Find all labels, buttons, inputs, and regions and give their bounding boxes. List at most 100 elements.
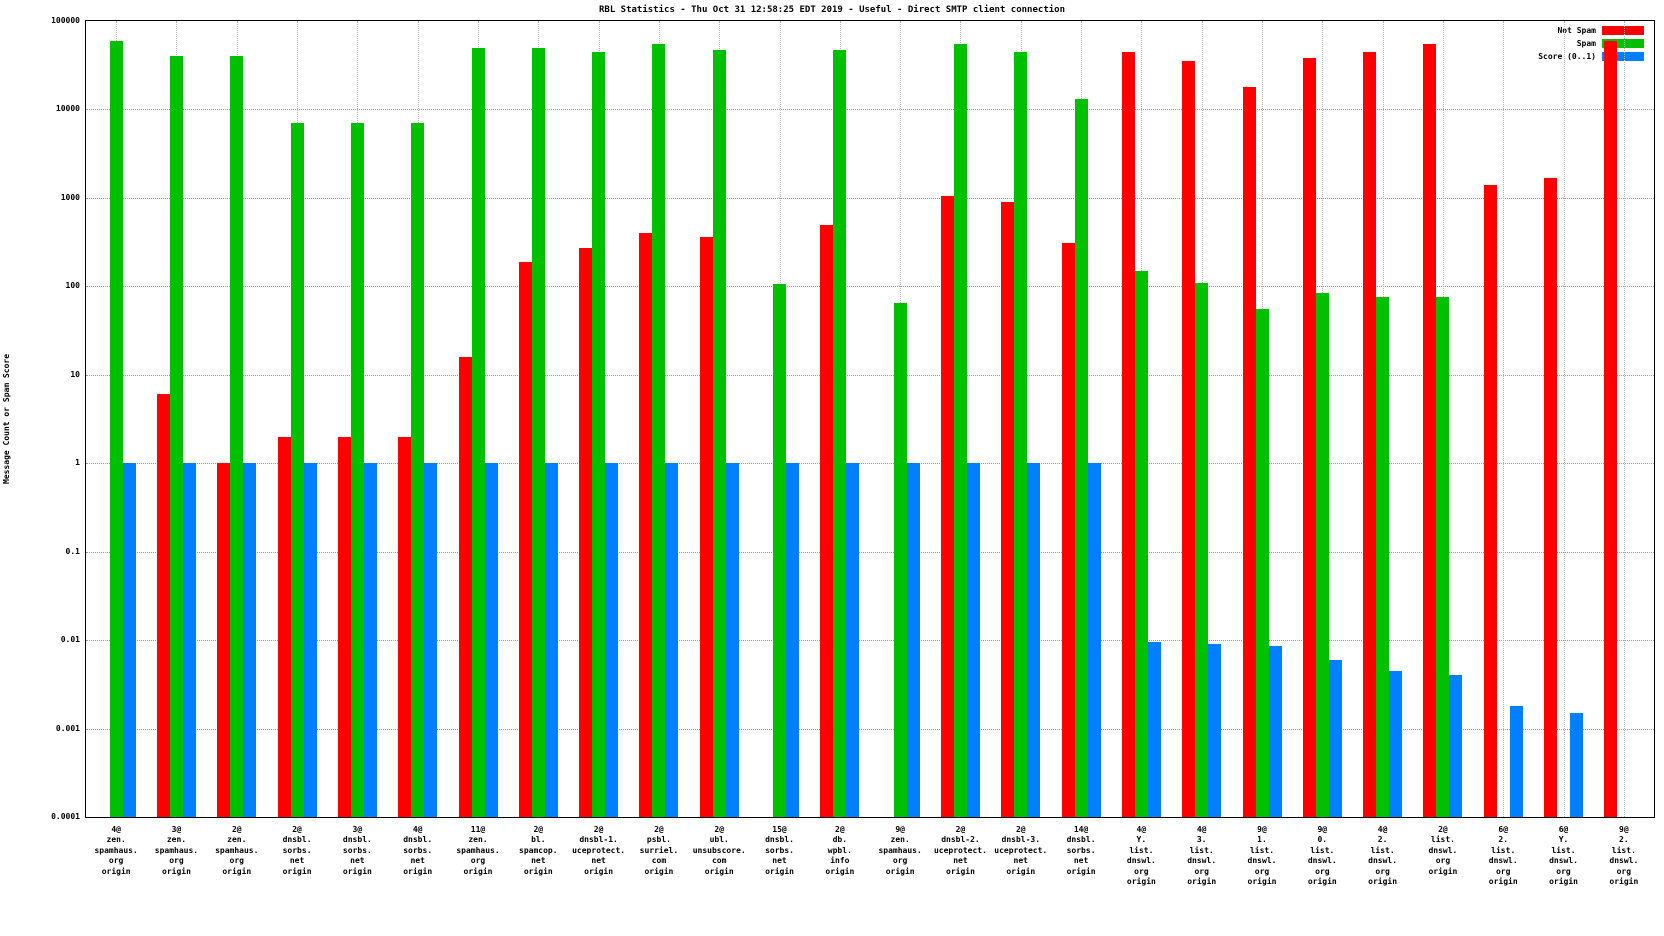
x-tick-label: 6@ 2. list. dnswl. org origin bbox=[1488, 825, 1518, 886]
x-tick-label: 4@ 2. list. dnswl. org origin bbox=[1368, 825, 1398, 886]
bar-spam bbox=[1436, 297, 1450, 817]
bar-spam bbox=[833, 50, 847, 817]
bar-spam bbox=[531, 47, 545, 817]
bar-not-spam bbox=[1483, 184, 1497, 817]
bar-score-0-1- bbox=[846, 463, 860, 817]
bar-score-0-1- bbox=[243, 463, 257, 817]
bar-score-0-1- bbox=[424, 463, 438, 817]
bar-not-spam bbox=[458, 356, 472, 817]
bar-not-spam bbox=[820, 224, 834, 817]
bar-score-0-1- bbox=[605, 463, 619, 817]
bar-not-spam bbox=[337, 436, 351, 817]
bar-spam bbox=[953, 43, 967, 817]
bar-score-0-1- bbox=[1509, 705, 1523, 817]
bar-spam bbox=[712, 50, 726, 817]
bar-not-spam bbox=[1604, 40, 1618, 817]
bar-score-0-1- bbox=[544, 463, 558, 817]
bar-spam bbox=[893, 302, 907, 817]
bar-score-0-1- bbox=[1027, 463, 1041, 817]
chart-title: RBL Statistics - Thu Oct 31 12:58:25 EDT… bbox=[599, 5, 1065, 15]
bar-spam bbox=[1134, 270, 1148, 817]
legend-item-not-spam: Not Spam bbox=[1538, 26, 1644, 35]
bar-score-0-1- bbox=[122, 463, 136, 817]
legend-label-not-spam: Not Spam bbox=[1557, 26, 1596, 35]
bar-spam bbox=[1014, 51, 1028, 817]
bar-score-0-1- bbox=[1328, 659, 1342, 817]
x-tick-label: 2@ db. wpbl. info origin bbox=[825, 825, 855, 876]
bar-spam bbox=[169, 56, 183, 817]
bar-score-0-1- bbox=[182, 463, 196, 817]
gridline-horizontal bbox=[86, 374, 1654, 376]
gridline-horizontal bbox=[86, 197, 1654, 199]
bar-spam bbox=[109, 40, 123, 817]
bar-not-spam bbox=[1001, 201, 1015, 817]
plot-area: Not Spam Spam Score (0..1) 100000 10000 10… bbox=[51, 16, 1655, 886]
x-tick-label: 15@ dnsbl. sorbs. net origin bbox=[765, 825, 794, 876]
bar-not-spam bbox=[1302, 58, 1316, 817]
bar-score-0-1- bbox=[484, 463, 498, 817]
bar-not-spam bbox=[639, 233, 653, 817]
gridline-vertical bbox=[1623, 21, 1625, 817]
x-tick-label: 4@ Y. list. dnswl. org origin bbox=[1126, 825, 1156, 886]
gridline-vertical bbox=[1563, 21, 1565, 817]
gridline-vertical bbox=[1503, 21, 1505, 817]
bar-not-spam bbox=[940, 196, 954, 817]
gridline-horizontal bbox=[86, 728, 1654, 730]
y-tick-label: 0.0001 bbox=[51, 812, 80, 821]
bar-score-0-1- bbox=[966, 463, 980, 817]
bar-spam bbox=[411, 123, 425, 817]
bar-spam bbox=[471, 47, 485, 817]
legend-label-spam: Spam bbox=[1576, 39, 1596, 48]
bar-not-spam bbox=[1121, 51, 1135, 817]
x-tick-label: 2@ dnsbl-3. uceprotect. net origin bbox=[994, 825, 1048, 876]
bar-not-spam bbox=[699, 237, 713, 817]
x-tick-label: 9@ 1. list. dnswl. org origin bbox=[1247, 825, 1277, 886]
x-tick-label: 2@ dnsbl. sorbs. net origin bbox=[282, 825, 312, 876]
y-tick-label: 1 bbox=[75, 458, 80, 468]
x-tick-label: 4@ 3. list. dnswl. org origin bbox=[1187, 825, 1217, 886]
bar-score-0-1- bbox=[363, 463, 377, 817]
bar-not-spam bbox=[217, 463, 231, 817]
y-tick-label: 100 bbox=[65, 281, 80, 291]
bar-score-0-1- bbox=[665, 463, 679, 817]
legend: Not Spam Spam Score (0..1) bbox=[1538, 26, 1644, 65]
bar-not-spam bbox=[518, 261, 532, 817]
bar-score-0-1- bbox=[725, 463, 739, 817]
x-tick-label: 2@ dnsbl-1. uceprotect. net origin bbox=[572, 825, 626, 876]
bar-spam bbox=[1074, 99, 1088, 817]
gridline-horizontal bbox=[86, 463, 1654, 465]
bar-not-spam bbox=[277, 436, 291, 817]
x-tick-label: 2@ list. dnswl. org origin bbox=[1428, 825, 1458, 876]
legend-item-score: Score (0..1) bbox=[1538, 52, 1644, 61]
bar-spam bbox=[1195, 282, 1209, 817]
bar-score-0-1- bbox=[906, 463, 920, 817]
bar-not-spam bbox=[1242, 86, 1256, 817]
y-tick-label: 1000 bbox=[60, 192, 80, 202]
x-tick-label: 4@ dnsbl. sorbs. net origin bbox=[403, 825, 433, 876]
x-tick-label: 2@ dnsbl-2. uceprotect. net origin bbox=[933, 825, 987, 876]
bar-score-0-1- bbox=[786, 463, 800, 817]
x-tick-label: 3@ dnsbl. sorbs. net origin bbox=[342, 825, 372, 876]
y-tick-label: 0.001 bbox=[55, 723, 80, 733]
legend-swatch-score bbox=[1602, 52, 1644, 61]
bar-score-0-1- bbox=[303, 463, 317, 817]
bar-not-spam bbox=[1423, 43, 1437, 817]
gridline-horizontal bbox=[86, 551, 1654, 553]
x-tick-label: 3@ zen. spamhaus. org origin bbox=[154, 825, 199, 876]
y-tick-label: 10 bbox=[70, 369, 80, 379]
gridline-horizontal bbox=[86, 109, 1654, 111]
bar-score-0-1- bbox=[1147, 642, 1161, 817]
bar-score-0-1- bbox=[1389, 670, 1403, 817]
x-tick-label: 2@ zen. spamhaus. org origin bbox=[215, 825, 259, 876]
bar-spam bbox=[290, 123, 304, 817]
bar-score-0-1- bbox=[1570, 712, 1584, 817]
x-tick-label: 2@ psbl. surriel. com origin bbox=[639, 825, 679, 876]
bar-score-0-1- bbox=[1449, 675, 1463, 817]
x-tick-label: 9@ zen. spamhaus. org origin bbox=[878, 825, 922, 876]
bar-not-spam bbox=[1061, 242, 1075, 817]
bar-not-spam bbox=[156, 394, 170, 817]
bar-not-spam bbox=[1363, 51, 1377, 817]
y-tick-label: 10000 bbox=[55, 104, 80, 114]
bar-not-spam bbox=[1182, 61, 1196, 817]
bar-not-spam bbox=[579, 248, 593, 817]
